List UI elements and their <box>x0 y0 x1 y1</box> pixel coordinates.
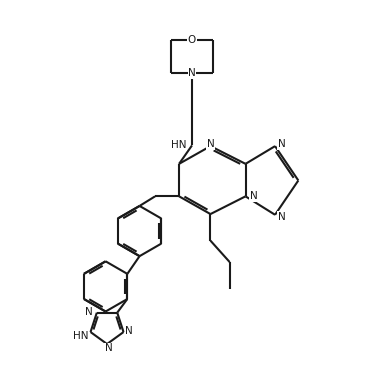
Text: HN: HN <box>171 140 187 150</box>
Text: N: N <box>278 139 286 149</box>
Text: N: N <box>188 68 196 78</box>
Text: N: N <box>278 212 286 222</box>
Text: N: N <box>84 307 93 317</box>
Text: N: N <box>207 139 214 149</box>
Text: HN: HN <box>73 331 89 341</box>
Text: O: O <box>188 35 196 45</box>
Text: N: N <box>125 326 133 336</box>
Text: N: N <box>250 191 258 201</box>
Text: N: N <box>105 343 113 353</box>
